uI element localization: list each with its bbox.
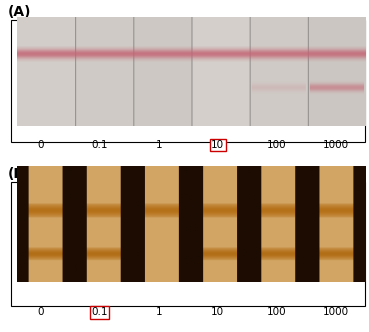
Text: 100: 100 (267, 307, 287, 317)
Bar (11, 20, 365, 142)
Text: 1: 1 (155, 307, 162, 317)
Text: 10: 10 (211, 140, 224, 150)
Text: 1000: 1000 (323, 140, 349, 150)
Text: (A): (A) (7, 5, 31, 19)
Text: 0: 0 (37, 307, 44, 317)
Text: 0: 0 (37, 140, 44, 150)
Text: 100: 100 (267, 140, 287, 150)
Text: 0.1: 0.1 (92, 140, 108, 150)
Text: 1000: 1000 (323, 307, 349, 317)
Text: 0.1: 0.1 (92, 307, 108, 317)
Text: 1: 1 (155, 140, 162, 150)
Bar (11, 182, 365, 306)
Text: ng/mL: ng/mL (330, 25, 358, 34)
Text: 10: 10 (211, 307, 224, 317)
Text: (B): (B) (7, 167, 31, 182)
